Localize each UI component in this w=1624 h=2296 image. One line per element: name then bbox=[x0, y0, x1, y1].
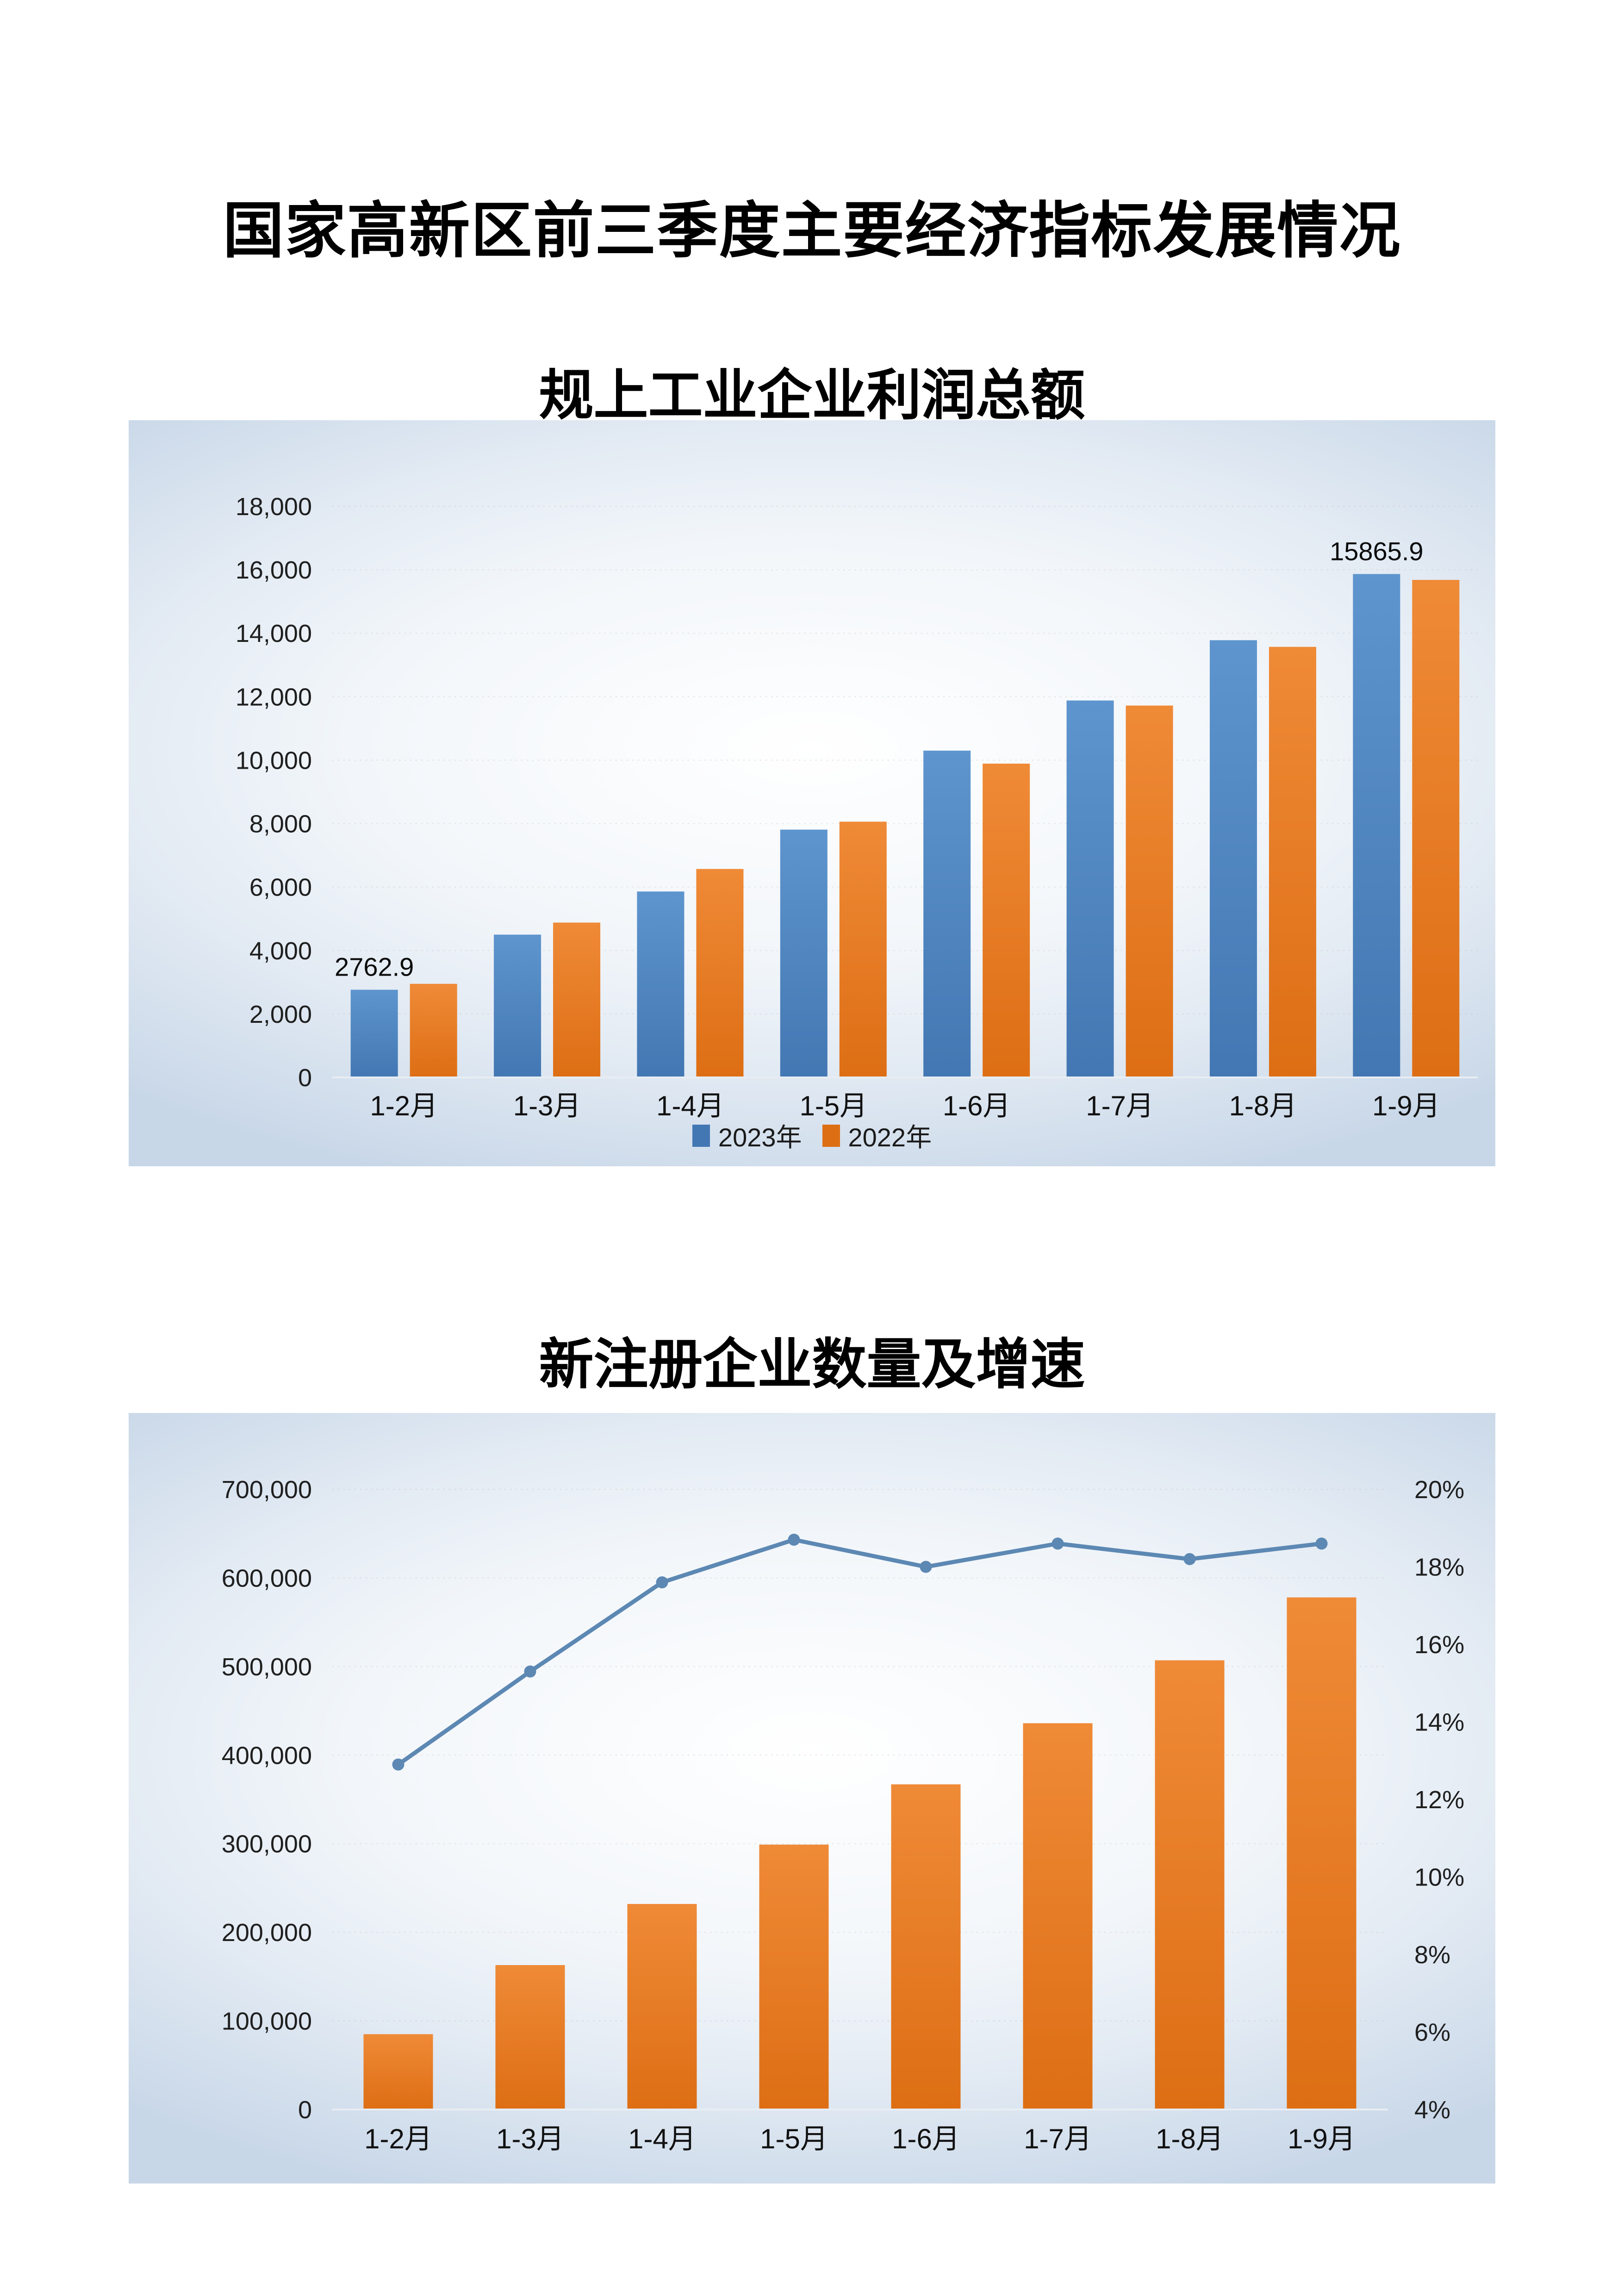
x-axis-label: 1-6月 bbox=[943, 1090, 1011, 1121]
bar-2023-1-2月 bbox=[350, 989, 398, 1077]
bar-2023-1-4月 bbox=[637, 891, 684, 1077]
bar-2022-1-5月 bbox=[839, 821, 887, 1077]
bar-registrations-1-5月 bbox=[759, 1844, 829, 2109]
bar-2023-1-7月 bbox=[1066, 700, 1114, 1077]
chart2-panel: 0 100,000 200,000 300,000 400,000 500,000 600,… bbox=[129, 1413, 1495, 2184]
growth-rate-marker-1-2月 bbox=[392, 1758, 404, 1771]
y-axis-tick: 14,000 bbox=[236, 620, 312, 647]
x-axis-label: 1-5月 bbox=[760, 2123, 828, 2154]
x-axis-label: 1-9月 bbox=[1288, 2123, 1356, 2154]
bar-registrations-1-3月 bbox=[495, 1965, 565, 2109]
y-axis-tick: 2,000 bbox=[249, 1001, 312, 1028]
chart1-legend: 2023年 2022年 bbox=[129, 1117, 1495, 1154]
growth-rate-marker-1-9月 bbox=[1315, 1537, 1328, 1550]
growth-rate-marker-1-8月 bbox=[1183, 1553, 1196, 1565]
x-axis-label: 1-4月 bbox=[628, 2123, 696, 2154]
x-axis-label: 1-9月 bbox=[1372, 1090, 1440, 1121]
bar-registrations-1-2月 bbox=[363, 2034, 433, 2109]
bar-2022-1-2月 bbox=[410, 983, 457, 1077]
bar-registrations-1-7月 bbox=[1023, 1723, 1093, 2109]
y-axis-tick: 6,000 bbox=[249, 874, 312, 902]
bar-data-label: 2762.9 bbox=[335, 952, 414, 982]
left-axis-tick: 100,000 bbox=[222, 2008, 312, 2035]
left-axis-tick: 200,000 bbox=[222, 1919, 312, 1947]
x-axis-label: 1-3月 bbox=[513, 1090, 581, 1121]
registrations-combo-chart: 0 100,000 200,000 300,000 400,000 500,000 600,… bbox=[222, 1476, 1464, 2154]
growth-rate-marker-1-4月 bbox=[656, 1576, 668, 1588]
bar-2022-1-9月 bbox=[1412, 580, 1460, 1077]
x-axis-label: 1-8月 bbox=[1156, 2123, 1224, 2154]
x-axis-label: 1-7月 bbox=[1086, 1090, 1154, 1121]
right-axis-tick: 8% bbox=[1414, 1941, 1450, 1969]
y-axis-tick: 16,000 bbox=[236, 556, 312, 584]
bar-2022-1-3月 bbox=[553, 922, 601, 1077]
chart2-title: 新注册企业数量及增速 bbox=[539, 1332, 1085, 1396]
right-axis-tick: 4% bbox=[1414, 2096, 1450, 2124]
bar-2023-1-9月 bbox=[1353, 574, 1400, 1077]
right-axis-tick: 20% bbox=[1414, 1476, 1464, 1504]
growth-rate-marker-1-5月 bbox=[788, 1533, 800, 1546]
bar-2022-1-4月 bbox=[696, 869, 744, 1077]
bar-data-label: 15865.9 bbox=[1330, 536, 1423, 566]
right-axis-tick: 10% bbox=[1414, 1864, 1464, 1892]
bar-registrations-1-9月 bbox=[1287, 1597, 1356, 2109]
left-axis-tick: 700,000 bbox=[222, 1476, 312, 1504]
bar-2023-1-8月 bbox=[1209, 640, 1257, 1077]
growth-rate-marker-1-6月 bbox=[920, 1561, 932, 1573]
growth-rate-line bbox=[396, 1537, 1324, 1767]
x-axis-label: 1-3月 bbox=[496, 2123, 564, 2154]
bar-2022-1-8月 bbox=[1269, 647, 1316, 1077]
y-axis-tick: 18,000 bbox=[236, 493, 312, 521]
left-axis-tick: 300,000 bbox=[222, 1830, 312, 1858]
bar-2022-1-6月 bbox=[983, 763, 1030, 1077]
bar-2022-1-7月 bbox=[1126, 705, 1173, 1077]
chart1-title: 规上工业企业利润总额 bbox=[539, 363, 1085, 427]
bar-2023-1-6月 bbox=[923, 750, 971, 1077]
x-axis-label: 1-5月 bbox=[799, 1090, 867, 1121]
bar-registrations-1-6月 bbox=[891, 1784, 961, 2109]
right-axis-tick: 18% bbox=[1414, 1554, 1464, 1581]
growth-rate-marker-1-3月 bbox=[524, 1665, 536, 1678]
y-axis-tick: 4,000 bbox=[249, 937, 312, 965]
y-axis-tick: 0 bbox=[298, 1064, 312, 1092]
legend-item-2023: 2023年 bbox=[692, 1117, 802, 1154]
growth-rate-marker-1-7月 bbox=[1052, 1537, 1064, 1550]
y-axis-tick: 8,000 bbox=[249, 810, 312, 838]
legend-label-2022: 2022年 bbox=[848, 1123, 932, 1152]
left-axis-tick: 0 bbox=[298, 2096, 312, 2124]
x-axis-label: 1-2月 bbox=[370, 1090, 438, 1121]
left-axis-tick: 500,000 bbox=[222, 1653, 312, 1681]
x-axis-label: 1-7月 bbox=[1024, 2123, 1092, 2154]
left-axis-tick: 600,000 bbox=[222, 1564, 312, 1592]
bar-registrations-1-8月 bbox=[1155, 1660, 1225, 2109]
legend-item-2022: 2022年 bbox=[822, 1117, 932, 1154]
bar-registrations-1-4月 bbox=[627, 1904, 697, 2109]
bar-2023-1-3月 bbox=[494, 934, 541, 1077]
left-axis-tick: 400,000 bbox=[222, 1742, 312, 1769]
x-axis-label: 1-4月 bbox=[656, 1090, 724, 1121]
x-axis-label: 1-2月 bbox=[364, 2123, 432, 2154]
profit-bar-chart: 0 2,000 4,000 6,000 8,000 10,000 12,000 14,000 1… bbox=[236, 493, 1478, 1121]
page-title: 国家高新区前三季度主要经济指标发展情况 bbox=[223, 197, 1401, 265]
y-axis-tick: 12,000 bbox=[236, 683, 312, 711]
x-axis-label: 1-6月 bbox=[892, 2123, 960, 2154]
y-axis-tick: 10,000 bbox=[236, 747, 312, 774]
right-axis-tick: 6% bbox=[1414, 2019, 1450, 2047]
bar-2023-1-5月 bbox=[780, 829, 828, 1077]
legend-label-2023: 2023年 bbox=[718, 1123, 802, 1152]
x-axis-label: 1-8月 bbox=[1229, 1090, 1297, 1121]
legend-swatch-2022-icon bbox=[822, 1124, 840, 1147]
right-axis-tick: 14% bbox=[1414, 1709, 1464, 1736]
right-axis-tick: 16% bbox=[1414, 1631, 1464, 1659]
right-axis-tick: 12% bbox=[1414, 1786, 1464, 1814]
legend-swatch-2023-icon bbox=[692, 1124, 710, 1147]
chart1-panel: 0 2,000 4,000 6,000 8,000 10,000 12,000 14,000 1… bbox=[129, 420, 1495, 1166]
